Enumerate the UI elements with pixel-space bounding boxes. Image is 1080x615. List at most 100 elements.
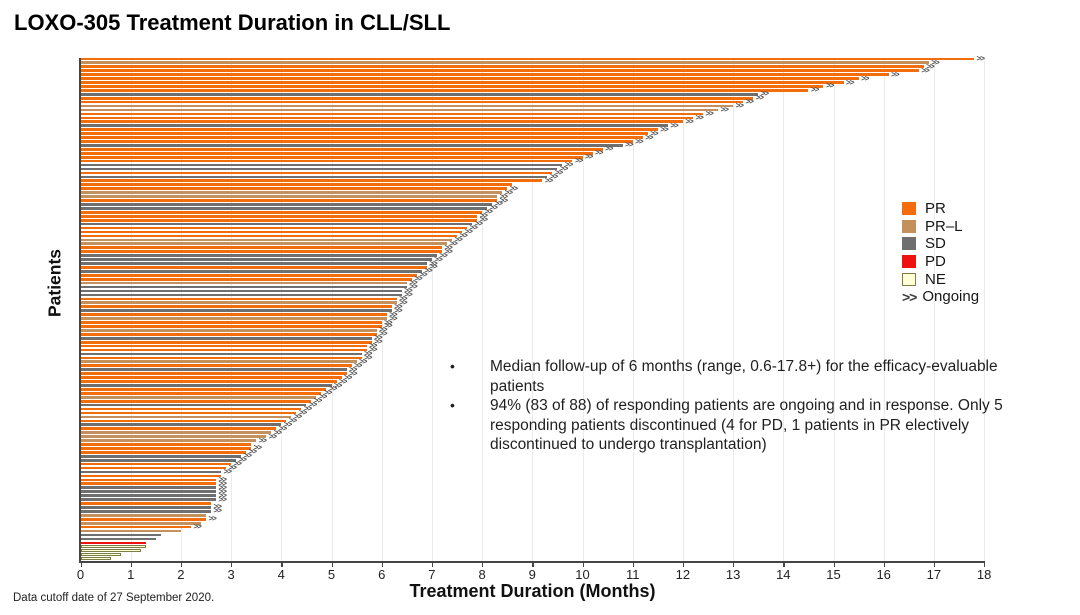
patient-bar [80, 148, 603, 151]
patient-bar [80, 435, 267, 438]
bullet-item: • Median follow-up of 6 months (range, 0.… [450, 357, 1003, 396]
ongoing-marker: >> [223, 467, 232, 477]
patient-bar [80, 305, 392, 309]
ongoing-marker: >> [745, 97, 754, 107]
patient-bar [80, 246, 442, 250]
patient-bar [80, 451, 247, 454]
ongoing-marker: >> [635, 136, 643, 146]
ongoing-marker: >> [258, 435, 267, 445]
patient-bar [80, 415, 292, 419]
patient-bar [80, 537, 156, 541]
x-axis-line [79, 561, 986, 563]
x-tick-label: 1 [127, 567, 135, 582]
patient-bar [80, 411, 297, 415]
legend-swatch [902, 272, 916, 286]
ongoing-marker: >> [404, 290, 412, 299]
ongoing-marker: >> [499, 195, 508, 205]
legend-item-label: NE [925, 270, 946, 288]
x-tick-label: 9 [528, 567, 536, 582]
patient-bar [80, 470, 222, 474]
x-tick [833, 562, 835, 567]
bullet-item: • 94% (83 of 88) of responding patients a… [450, 396, 1003, 455]
patient-bar [80, 199, 498, 202]
ongoing-marker: >> [369, 345, 377, 355]
patient-bar [80, 439, 257, 442]
gridline [582, 57, 584, 561]
ongoing-marker: >> [755, 93, 764, 103]
patient-bar [80, 317, 387, 320]
ongoing-marker: >> [404, 286, 412, 296]
patient-bar [80, 226, 468, 230]
patient-bar [80, 510, 212, 513]
gridline [733, 57, 735, 561]
ongoing-marker: >> [384, 321, 392, 331]
gridline [984, 57, 986, 561]
x-tick [431, 562, 434, 567]
page-title: LOXO-305 Treatment Duration in CLL/SLL [14, 10, 451, 35]
ongoing-symbol: >> [902, 288, 917, 305]
patient-bar [80, 218, 478, 222]
patient-bar [80, 525, 191, 529]
ongoing-marker: >> [670, 120, 678, 130]
patient-bar [80, 482, 217, 486]
patient-bar [80, 266, 427, 269]
x-tick-label: 12 [675, 567, 691, 582]
ongoing-marker: >> [379, 329, 387, 339]
patient-bar [80, 301, 397, 305]
legend-item: PR–L [902, 218, 979, 236]
patient-bar [80, 368, 347, 372]
patient-bar [80, 486, 217, 490]
x-tick [180, 562, 183, 567]
ongoing-marker: >> [479, 215, 488, 225]
ongoing-marker: >> [364, 352, 372, 362]
patient-bar [80, 214, 478, 218]
legend-swatch [902, 202, 916, 216]
patient-bar [80, 96, 754, 100]
gridline [833, 57, 835, 561]
patient-bar [80, 443, 252, 446]
patient-bar [80, 281, 407, 285]
legend-ongoing-label: Ongoing [922, 288, 980, 306]
patient-bar [80, 549, 141, 553]
x-tick-label: 16 [876, 567, 891, 582]
x-tick [632, 562, 634, 567]
patient-bar [80, 403, 307, 407]
patient-bar [80, 183, 513, 187]
patient-bar [80, 128, 658, 132]
patient-bar [80, 529, 181, 533]
ongoing-marker: >> [810, 85, 819, 95]
patient-bar [80, 254, 437, 257]
ongoing-marker: >> [861, 73, 869, 83]
ongoing-marker: >> [650, 128, 658, 138]
patient-bar [80, 77, 859, 80]
patient-bar [80, 262, 427, 265]
patient-bar [80, 380, 337, 383]
bullet-text-line: discontinued to undergo transplantation) [490, 436, 767, 453]
ongoing-marker: >> [595, 148, 603, 158]
x-tick [331, 562, 333, 567]
x-tick [80, 562, 82, 567]
ongoing-marker: >> [459, 230, 468, 240]
x-tick [984, 562, 986, 567]
patient-bar [80, 163, 563, 167]
patient-bar [80, 419, 287, 423]
patient-bar [80, 391, 322, 395]
patient-bar [80, 325, 382, 328]
x-tick-label: 18 [976, 567, 992, 582]
ongoing-marker: >> [434, 254, 442, 264]
x-tick-label: 3 [227, 567, 235, 582]
patient-bar [80, 502, 212, 505]
bullet-text-line: responding patients discontinued (4 for … [490, 416, 970, 434]
ongoing-marker: >> [323, 388, 332, 398]
patient-bar [80, 100, 744, 104]
ongoing-marker: >> [454, 234, 462, 244]
patient-bar [80, 494, 217, 497]
patient-bar [80, 230, 463, 234]
gridline [180, 57, 182, 561]
patient-bar [80, 210, 483, 214]
ongoing-marker: >> [645, 132, 653, 142]
patient-bar [80, 258, 432, 261]
ongoing-marker: >> [218, 490, 227, 500]
ongoing-marker: >> [685, 116, 693, 126]
patient-bar [80, 297, 397, 301]
